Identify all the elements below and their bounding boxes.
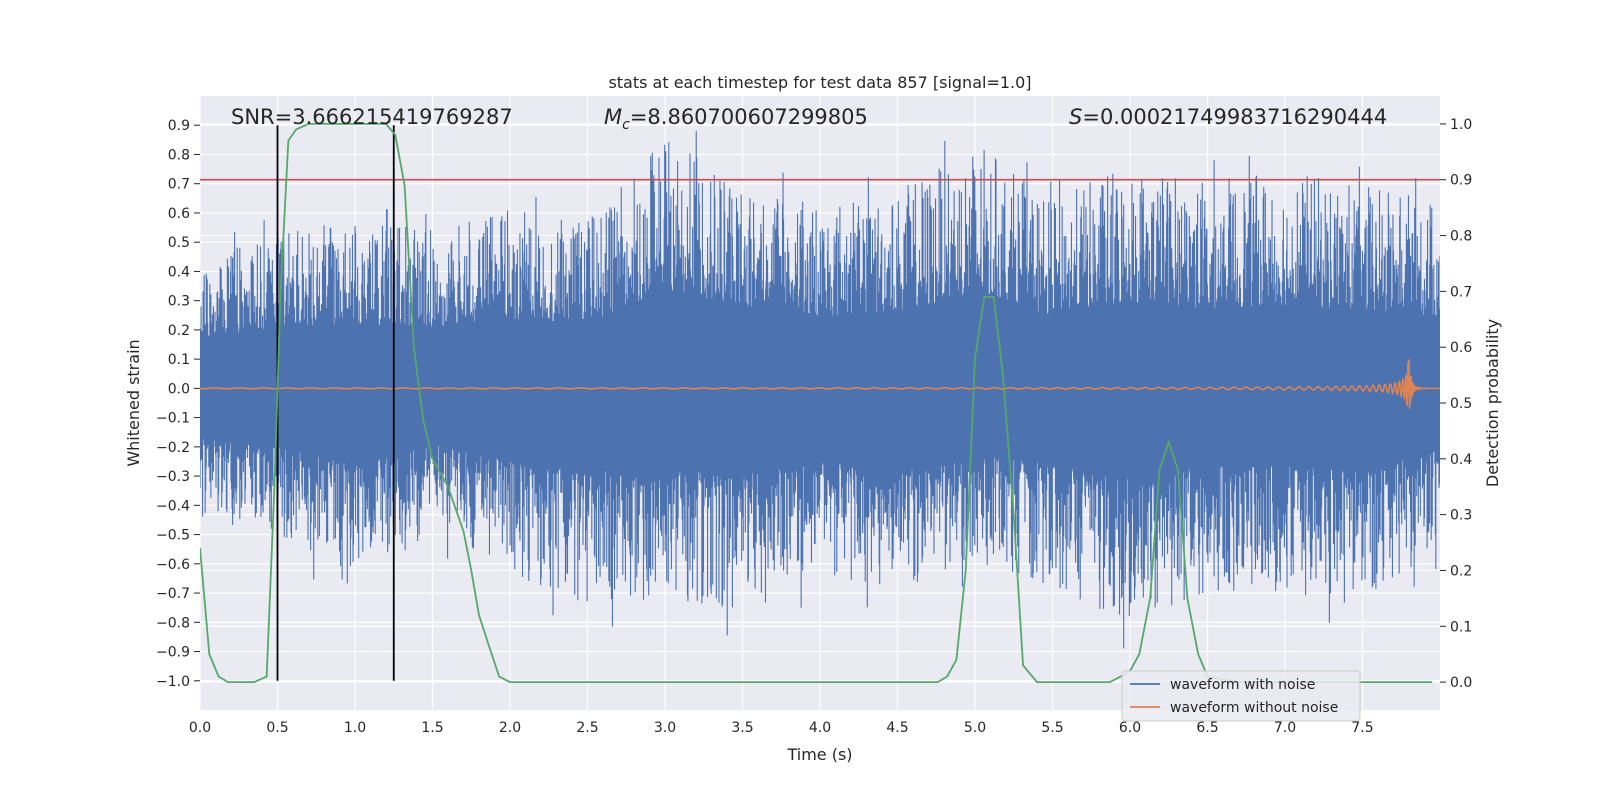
y-tick-label: 0.9 xyxy=(168,118,190,134)
y-tick-label: −0.7 xyxy=(156,586,190,602)
waveform-without-noise-series xyxy=(200,359,1440,410)
x-tick-label: 0.0 xyxy=(189,720,211,736)
noise-strokes xyxy=(200,130,1440,649)
x-tick-label: 0.5 xyxy=(266,720,288,736)
chirp-mass-value: =8.860700607299805 xyxy=(630,105,868,129)
x-tick-label: 7.5 xyxy=(1351,720,1373,736)
waveform-with-noise-series xyxy=(200,130,1440,649)
chart-title: stats at each timestep for test data 857… xyxy=(608,73,1031,92)
x-tick-label: 3.0 xyxy=(654,720,676,736)
x-tick-label: 1.5 xyxy=(421,720,443,736)
legend-label-clean: waveform without noise xyxy=(1170,700,1338,716)
s-value: =0.00021749983716290444 xyxy=(1082,105,1387,129)
y-right-tick-label: 0.3 xyxy=(1450,508,1472,524)
y-tick-label: 0.6 xyxy=(168,206,190,222)
x-tick-label: 6.5 xyxy=(1196,720,1218,736)
y-axis-label: Whitened strain xyxy=(124,339,143,466)
y-tick-label: 0.0 xyxy=(168,381,190,397)
x-axis-ticks: 0.0 0.5 1.0 1.5 2.0 2.5 3.0 3.5 4.0 4.5 5.0 5.5 6.0 6… xyxy=(189,720,1374,736)
x-tick-label: 5.0 xyxy=(964,720,986,736)
x-tick-label: 1.0 xyxy=(344,720,366,736)
y-right-tick-label: 0.1 xyxy=(1450,619,1472,635)
y-tick-label: −0.3 xyxy=(156,469,190,485)
x-tick-label: 4.0 xyxy=(809,720,831,736)
y-right-tick-label: 0.4 xyxy=(1450,452,1472,468)
y-right-tick-label: 0.9 xyxy=(1450,173,1472,189)
y-tick-label: 0.5 xyxy=(168,235,190,251)
y-axis-ticks: 0.9 0.8 0.7 0.6 0.5 0.4 0.3 0.2 0.1 0.0 −0.1 −0.2 −0… xyxy=(156,118,200,690)
legend: waveform with noise waveform without noi… xyxy=(1121,670,1361,722)
y-tick-label: −0.8 xyxy=(156,615,190,631)
x-axis-label: Time (s) xyxy=(786,745,852,764)
chirp-mass-annotation: Mc=8.860700607299805 xyxy=(604,105,868,133)
chirp-mass-symbol: M xyxy=(604,105,622,129)
y-tick-label: −0.1 xyxy=(156,411,190,427)
y-tick-label: 0.8 xyxy=(168,147,190,163)
x-tick-label: 5.5 xyxy=(1041,720,1063,736)
detection-probability-series xyxy=(200,123,1433,683)
y-axis-right-ticks: 1.0 0.9 0.8 0.7 0.6 0.5 0.4 0.3 0.2 0.1 0.0 xyxy=(1440,117,1472,691)
y-tick-label: −0.2 xyxy=(156,440,190,456)
x-tick-label: 4.5 xyxy=(886,720,908,736)
x-tick-label: 2.0 xyxy=(499,720,521,736)
y-tick-label: −0.9 xyxy=(156,645,190,661)
x-tick-label: 3.5 xyxy=(731,720,753,736)
y-right-tick-label: 1.0 xyxy=(1450,117,1472,133)
s-annotation: S=0.00021749983716290444 xyxy=(1069,105,1387,129)
y-right-tick-label: 0.6 xyxy=(1450,340,1472,356)
y-tick-label: −0.4 xyxy=(156,498,190,514)
y-right-tick-label: 0.7 xyxy=(1450,284,1472,300)
legend-box xyxy=(1121,670,1361,722)
y-tick-label: 0.7 xyxy=(168,177,190,193)
snr-annotation: SNR=3.666215419769287 xyxy=(231,105,513,129)
x-tick-label: 6.0 xyxy=(1119,720,1141,736)
y-tick-label: −1.0 xyxy=(156,674,190,690)
x-tick-label: 7.0 xyxy=(1274,720,1296,736)
y-right-tick-label: 0.0 xyxy=(1450,675,1472,691)
x-tick-label: 2.5 xyxy=(576,720,598,736)
legend-label-noise: waveform with noise xyxy=(1170,677,1315,693)
y-tick-label: 0.2 xyxy=(168,323,190,339)
chirp-mass-subscript: c xyxy=(622,117,630,133)
y-right-tick-label: 0.5 xyxy=(1450,396,1472,412)
y-tick-label: 0.3 xyxy=(168,294,190,310)
s-symbol: S xyxy=(1069,105,1082,129)
y-tick-label: −0.6 xyxy=(156,557,190,573)
y-tick-label: 0.1 xyxy=(168,352,190,368)
y-axis-right-label: Detection probability xyxy=(1483,319,1502,487)
y-right-tick-label: 0.8 xyxy=(1450,229,1472,245)
y-tick-label: −0.5 xyxy=(156,528,190,544)
y-tick-label: 0.4 xyxy=(168,264,190,280)
y-right-tick-label: 0.2 xyxy=(1450,563,1472,579)
